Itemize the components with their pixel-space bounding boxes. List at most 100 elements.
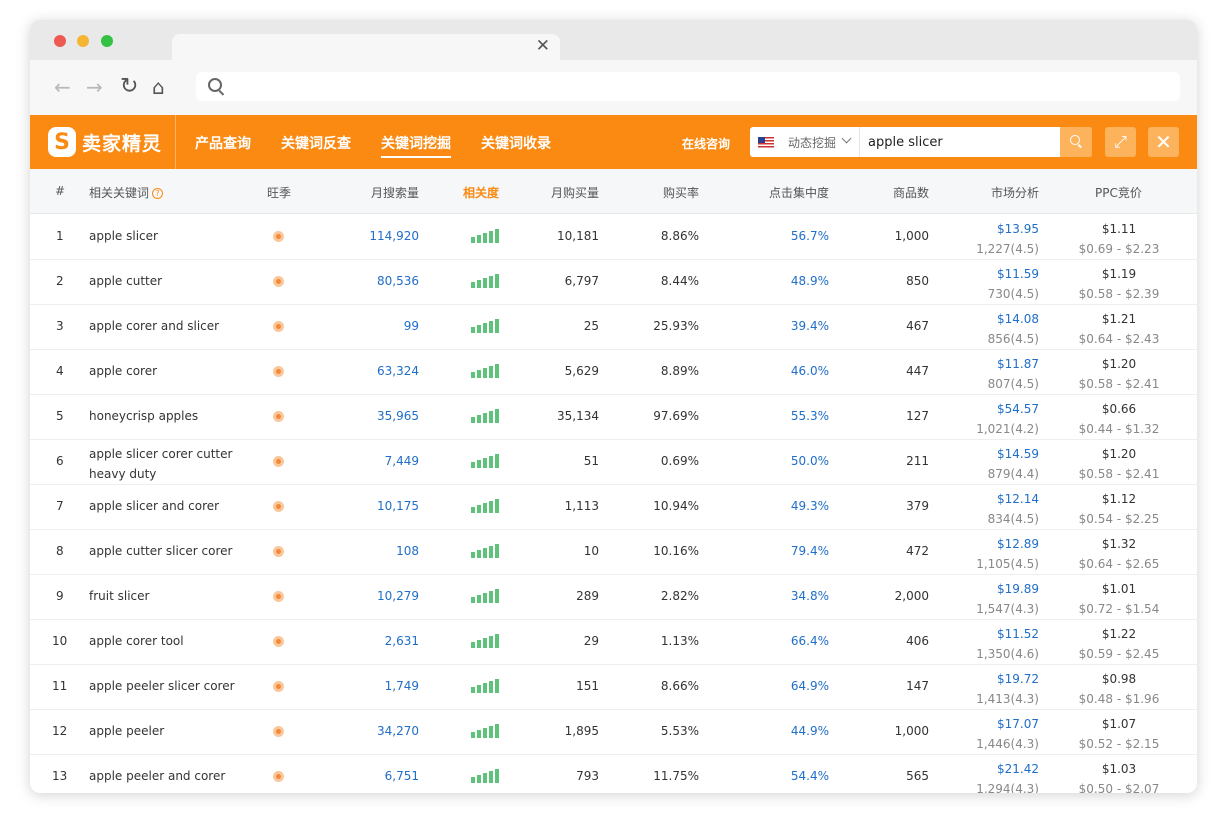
table-row[interactable]: 7 apple slicer and corer 10,175 1,113 10.94%… xyxy=(30,484,1197,530)
click-concentration-link[interactable]: 64.9% xyxy=(790,679,829,693)
chevron-down-icon[interactable] xyxy=(841,133,852,144)
header-market-analysis[interactable]: 市场分析 xyxy=(991,186,1040,200)
ppc-bid-cell: $1.20 $0.58 - $2.41 xyxy=(1064,354,1174,394)
click-concentration-link[interactable]: 44.9% xyxy=(790,724,829,738)
close-icon[interactable]: ✕ xyxy=(1148,127,1179,157)
forward-arrow-icon[interactable]: → xyxy=(86,75,103,99)
monthly-search-link[interactable]: 10,279 xyxy=(377,589,419,603)
ppc-bid-cell: $1.20 $0.58 - $2.41 xyxy=(1064,444,1174,484)
market-price-link[interactable]: $14.08 xyxy=(997,312,1039,326)
monthly-search-link[interactable]: 7,449 xyxy=(384,454,419,468)
market-price-link[interactable]: $14.59 xyxy=(997,447,1039,461)
table-row[interactable]: 5 honeycrisp apples 35,965 35,134 97.69% 55.3… xyxy=(30,394,1197,440)
browser-tab[interactable]: ✕ xyxy=(172,34,560,60)
header-relevance[interactable]: 相关度 xyxy=(463,186,500,200)
keyword-cell[interactable]: apple corer tool xyxy=(89,634,184,648)
back-arrow-icon[interactable]: ← xyxy=(54,75,71,99)
table-row[interactable]: 2 apple cutter 80,536 6,797 8.44% 48.9% 850 $11… xyxy=(30,259,1197,305)
online-consult-link[interactable]: 在线咨询 xyxy=(682,137,731,151)
mode-select[interactable]: 动态挖掘 xyxy=(788,136,837,150)
keyword-cell[interactable]: apple corer xyxy=(89,364,158,378)
click-concentration-link[interactable]: 56.7% xyxy=(790,229,829,243)
market-price-link[interactable]: $21.42 xyxy=(997,762,1039,776)
click-concentration-link[interactable]: 66.4% xyxy=(790,634,829,648)
click-concentration-link[interactable]: 46.0% xyxy=(790,364,829,378)
click-concentration-link[interactable]: 48.9% xyxy=(790,274,829,288)
market-price-link[interactable]: $12.89 xyxy=(997,537,1039,551)
keyword-cell[interactable]: fruit slicer xyxy=(89,589,150,603)
table-row[interactable]: 8 apple cutter slicer corer 108 10 10.16% 79.… xyxy=(30,529,1197,575)
click-concentration-link[interactable]: 50.0% xyxy=(790,454,829,468)
address-bar[interactable] xyxy=(196,72,1180,101)
menu-keyword-reverse[interactable]: 关键词反查 xyxy=(281,136,351,152)
monthly-search-link[interactable]: 2,631 xyxy=(384,634,419,648)
monthly-search-link[interactable]: 99 xyxy=(403,319,419,333)
table-row[interactable]: 11 apple peeler slicer corer 1,749 151 8.66%… xyxy=(30,664,1197,710)
click-concentration-link[interactable]: 55.3% xyxy=(790,409,829,423)
tab-close-icon[interactable]: ✕ xyxy=(535,36,550,56)
table-row[interactable]: 6 apple slicer corer cutter heavy duty 7,4… xyxy=(30,439,1197,485)
menu-keyword-indexing[interactable]: 关键词收录 xyxy=(481,136,551,152)
help-icon[interactable]: ? xyxy=(152,188,164,199)
maximize-window-button[interactable] xyxy=(101,35,113,47)
click-concentration-link[interactable]: 39.4% xyxy=(790,319,829,333)
monthly-search-link[interactable]: 6,751 xyxy=(384,769,419,783)
keyword-cell[interactable]: apple corer and slicer xyxy=(89,319,220,333)
monthly-search-link[interactable]: 34,270 xyxy=(377,724,419,738)
logo[interactable]: S 卖家精灵 xyxy=(48,126,162,158)
us-flag-icon[interactable] xyxy=(758,137,774,148)
table-row[interactable]: 3 apple corer and slicer 99 25 25.93% 39.4% 46… xyxy=(30,304,1197,350)
monthly-search-link[interactable]: 114,920 xyxy=(369,229,419,243)
table-row[interactable]: 10 apple corer tool 2,631 29 1.13% 66.4% 406 $1… xyxy=(30,619,1197,665)
table-row[interactable]: 4 apple corer 63,324 5,629 8.89% 46.0% 447 $11.… xyxy=(30,349,1197,395)
header-monthly-buy[interactable]: 月购买量 xyxy=(551,186,600,200)
keyword-input[interactable] xyxy=(862,127,1070,157)
header-monthly-search[interactable]: 月搜索量 xyxy=(371,186,420,200)
market-price-link[interactable]: $19.72 xyxy=(997,672,1039,686)
market-reviews: 1,105(4.5) xyxy=(976,557,1039,571)
keyword-cell[interactable]: apple peeler and corer xyxy=(89,769,226,783)
keyword-cell[interactable]: apple peeler xyxy=(89,724,165,738)
monthly-search-link[interactable]: 80,536 xyxy=(377,274,419,288)
monthly-search-link[interactable]: 63,324 xyxy=(377,364,419,378)
reload-icon[interactable]: ↻ xyxy=(120,74,139,99)
market-price-link[interactable]: $11.52 xyxy=(997,627,1039,641)
keyword-cell[interactable]: apple slicer and corer xyxy=(89,499,220,513)
market-price-link[interactable]: $13.95 xyxy=(997,222,1039,236)
home-icon[interactable]: ⌂ xyxy=(152,75,165,99)
market-price-link[interactable]: $12.14 xyxy=(997,492,1039,506)
header-ppc-bid[interactable]: PPC竞价 xyxy=(1095,186,1142,200)
header-buy-rate[interactable]: 购买率 xyxy=(663,186,700,200)
market-price-link[interactable]: $11.87 xyxy=(997,357,1039,371)
table-row[interactable]: 13 apple peeler and corer 6,751 793 11.75% 54… xyxy=(30,754,1197,793)
menu-keyword-mining[interactable]: 关键词挖掘 xyxy=(381,133,451,158)
header-goods-count[interactable]: 商品数 xyxy=(893,186,930,200)
keyword-cell[interactable]: apple slicer xyxy=(89,229,158,243)
market-price-link[interactable]: $54.57 xyxy=(997,402,1039,416)
click-concentration-link[interactable]: 79.4% xyxy=(790,544,829,558)
keyword-cell[interactable]: apple cutter slicer corer xyxy=(89,544,233,558)
minimize-window-button[interactable] xyxy=(77,35,89,47)
menu-product-search[interactable]: 产品查询 xyxy=(195,136,251,152)
click-concentration-link[interactable]: 49.3% xyxy=(790,499,829,513)
monthly-search-link[interactable]: 35,965 xyxy=(377,409,419,423)
table-row[interactable]: 9 fruit slicer 10,279 289 2.82% 34.8% 2,000 $19… xyxy=(30,574,1197,620)
market-price-link[interactable]: $11.59 xyxy=(997,267,1039,281)
table-row[interactable]: 1 apple slicer 114,920 10,181 8.86% 56.7% 1,00… xyxy=(30,214,1197,260)
keyword-cell[interactable]: honeycrisp apples xyxy=(89,409,199,423)
monthly-search-link[interactable]: 1,749 xyxy=(384,679,419,693)
market-price-link[interactable]: $19.89 xyxy=(997,582,1039,596)
monthly-search-link[interactable]: 10,175 xyxy=(377,499,419,513)
expand-icon[interactable]: ⤢ xyxy=(1105,127,1136,157)
search-button[interactable] xyxy=(1060,127,1092,157)
monthly-search-link[interactable]: 108 xyxy=(396,544,419,558)
click-concentration-link[interactable]: 54.4% xyxy=(790,769,829,783)
table-row[interactable]: 12 apple peeler 34,270 1,895 5.53% 44.9% 1,000… xyxy=(30,709,1197,755)
keyword-cell[interactable]: apple slicer corer cutter heavy duty xyxy=(89,447,233,481)
header-click-concentration[interactable]: 点击集中度 xyxy=(769,186,830,200)
keyword-cell[interactable]: apple peeler slicer corer xyxy=(89,679,235,693)
market-price-link[interactable]: $17.07 xyxy=(997,717,1039,731)
click-concentration-link[interactable]: 34.8% xyxy=(790,589,829,603)
close-window-button[interactable] xyxy=(54,35,66,47)
keyword-cell[interactable]: apple cutter xyxy=(89,274,163,288)
